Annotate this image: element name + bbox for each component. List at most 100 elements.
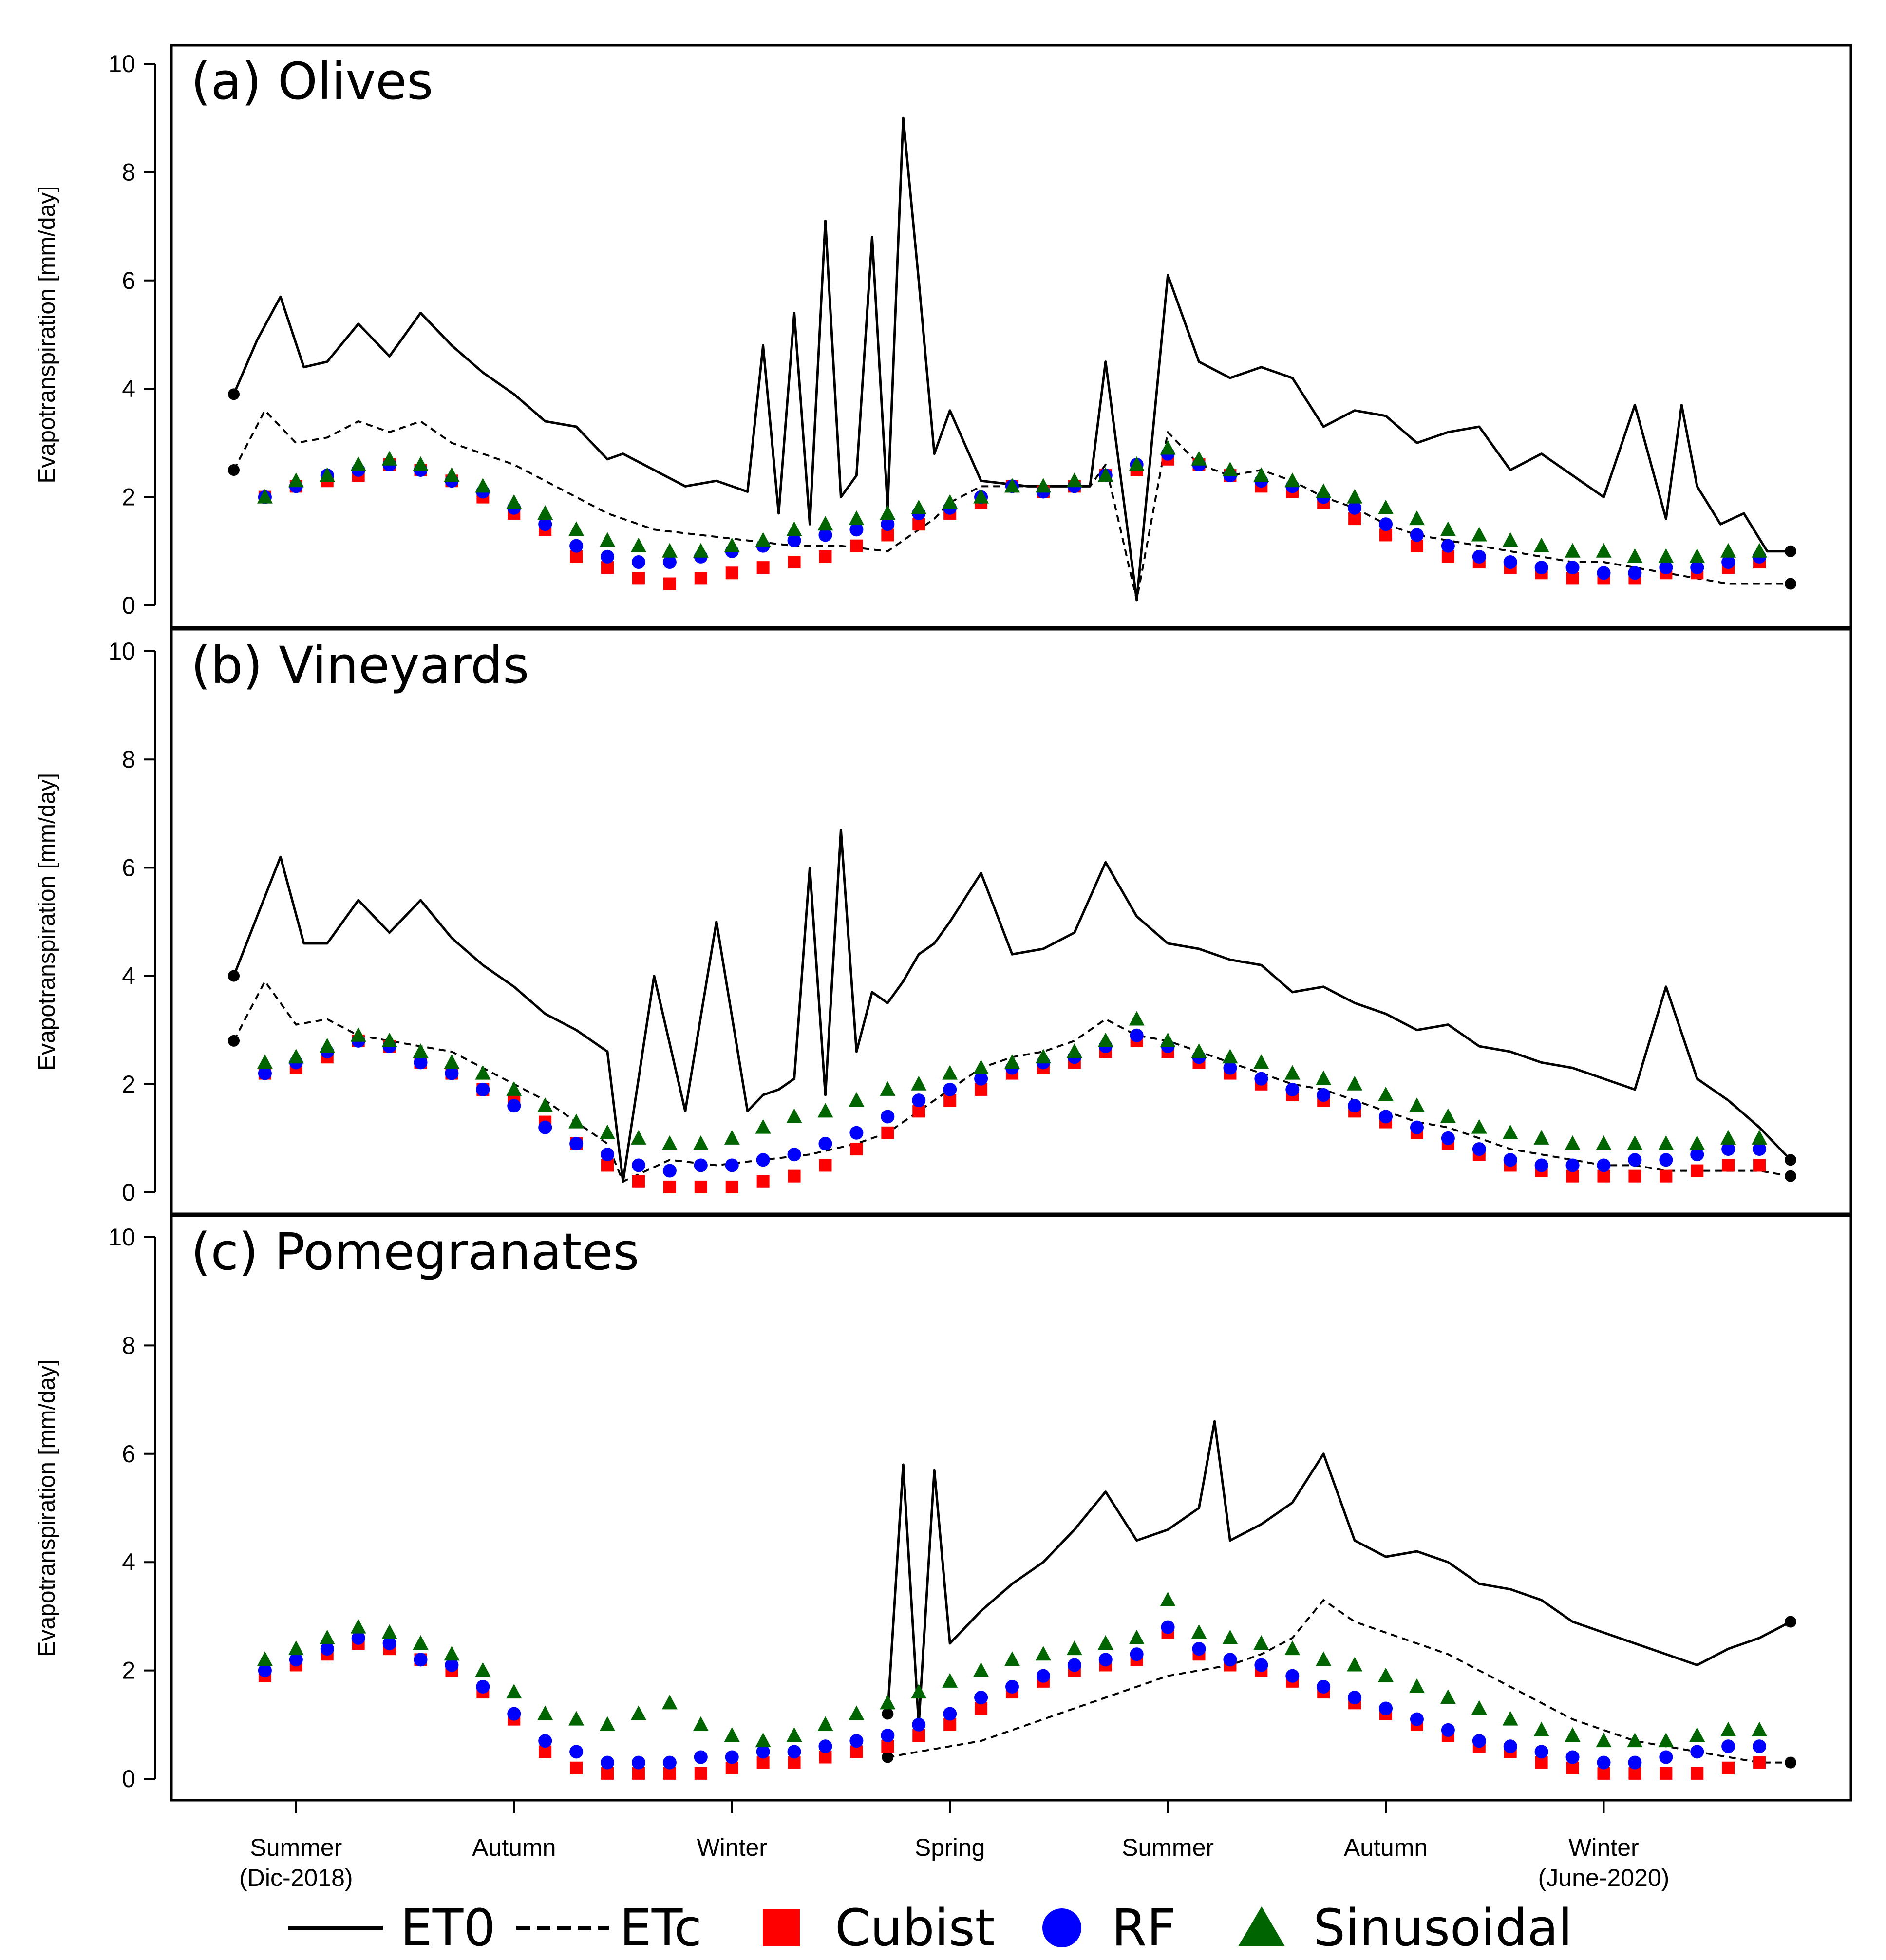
- panel-title: (a) Olives: [191, 52, 433, 111]
- rf-point: [1223, 1061, 1237, 1075]
- rf-point: [1472, 1734, 1486, 1748]
- rf-point: [1005, 1679, 1019, 1694]
- sinusoidal-point: [537, 505, 553, 520]
- rf-point: [445, 1066, 459, 1080]
- sinusoidal-point: [600, 1124, 616, 1139]
- sinusoidal-point: [1471, 527, 1487, 542]
- rf-point: [1067, 1658, 1081, 1672]
- sinusoidal-point: [942, 1673, 958, 1688]
- sinusoidal-point: [1222, 1629, 1238, 1644]
- x-axis: Summer (Dic-2018) Autumn Winter Spring Summer…: [239, 1799, 1669, 1891]
- rf-point: [1503, 1153, 1517, 1167]
- rf-point: [445, 1658, 459, 1672]
- rf-point: [662, 555, 677, 569]
- rf-point: [818, 1739, 832, 1753]
- sinusoidal-point: [537, 1097, 553, 1112]
- sinusoidal-point: [973, 1662, 989, 1677]
- cubist-point: [1722, 1761, 1735, 1774]
- cubist-point: [725, 1180, 738, 1193]
- sinusoidal-point: [1097, 1032, 1113, 1047]
- sinusoidal-point: [1502, 1124, 1518, 1139]
- rf-point: [694, 1158, 708, 1172]
- cubist-point: [694, 1767, 707, 1780]
- et0-line: [232, 116, 1791, 602]
- y-tick-label: 2: [122, 1657, 135, 1684]
- sinusoidal-point: [849, 1092, 865, 1107]
- et0-endpoint: [1785, 1154, 1796, 1166]
- cubist-point: [663, 1180, 676, 1193]
- etc-line: [887, 1599, 1791, 1764]
- rf-point: [631, 1158, 645, 1172]
- cubist-point: [725, 566, 738, 580]
- rf-point: [538, 1734, 552, 1748]
- sinusoidal-point: [1191, 1624, 1207, 1639]
- sinusoidal-point: [288, 472, 304, 488]
- rf-point: [1317, 1679, 1331, 1694]
- sinusoidal-point: [319, 467, 335, 482]
- sinusoidal-point: [693, 543, 709, 558]
- sinusoidal-point: [1596, 1733, 1612, 1748]
- sinusoidal-point: [1253, 467, 1269, 482]
- panel-title: (b) Vineyards: [191, 636, 529, 695]
- sinusoidal-point: [1409, 1678, 1425, 1693]
- etc-endpoint: [1785, 1170, 1796, 1182]
- rf-point: [601, 1148, 615, 1162]
- sinusoidal-point: [1253, 1635, 1269, 1650]
- sinusoidal-point: [630, 537, 646, 552]
- rf-point: [1130, 1028, 1144, 1042]
- sinusoidal-point: [724, 1727, 740, 1742]
- sinusoidal-point: [1720, 1130, 1736, 1145]
- legend-label-etc: ETc: [620, 1898, 702, 1958]
- sinusoidal-point: [381, 1624, 397, 1639]
- sinusoidal-point: [1409, 510, 1425, 526]
- sinusoidal-point: [1378, 1087, 1394, 1102]
- legend-label-cubist: Cubist: [835, 1898, 995, 1958]
- sinusoidal-point: [1035, 478, 1051, 493]
- cubist-point: [632, 1175, 645, 1188]
- rf-point: [1503, 555, 1517, 569]
- panel-1: (a) Olives 0 2 4 6 8 10 Evapotranspiration [mm/…: [34, 44, 1852, 629]
- rf-point: [1721, 1739, 1735, 1753]
- sinusoidal-point: [1627, 548, 1643, 563]
- et0-endpoint: [228, 388, 240, 400]
- cubist-point: [1753, 1159, 1766, 1172]
- cubist-point: [881, 1126, 894, 1139]
- sinusoidal-point: [880, 505, 896, 520]
- cubist-point: [819, 1159, 832, 1172]
- y-tick-label: 10: [108, 638, 135, 665]
- rf-point: [1565, 1750, 1580, 1764]
- rf-point: [1690, 561, 1704, 575]
- sinusoidal-point: [1689, 548, 1705, 563]
- rf-point: [1472, 1142, 1486, 1156]
- sinusoidal-point: [1097, 467, 1113, 482]
- sinusoidal-point: [350, 456, 366, 471]
- sinusoidal-point: [1316, 483, 1332, 498]
- rf-point: [1753, 1739, 1767, 1753]
- rf-point: [943, 1082, 957, 1096]
- sinusoidal-point: [1004, 478, 1020, 493]
- rf-point: [631, 1755, 645, 1770]
- cubist-point: [694, 572, 707, 585]
- rf-point: [1628, 566, 1642, 580]
- rf-point: [1379, 1701, 1393, 1715]
- sinusoidal-point: [1752, 1721, 1768, 1736]
- rf-point: [1690, 1148, 1704, 1162]
- sinusoidal-point: [817, 516, 833, 531]
- rf-point: [1659, 561, 1673, 575]
- et0-endpoint: [882, 1708, 894, 1720]
- sinusoidal-point: [1160, 1032, 1176, 1047]
- cubist-point: [1628, 1169, 1641, 1183]
- rf-point: [1721, 555, 1735, 569]
- sinusoidal-point: [1752, 543, 1768, 558]
- rf-point: [1223, 1653, 1237, 1667]
- rf-point: [601, 1755, 615, 1770]
- sinusoidal-point: [1191, 451, 1207, 466]
- rf-point: [1597, 1755, 1611, 1770]
- et0-line: [232, 829, 1792, 1183]
- rf-point: [787, 1148, 801, 1162]
- rf-point: [631, 555, 645, 569]
- rf-point: [382, 1637, 396, 1650]
- sinusoidal-point: [817, 1103, 833, 1118]
- etc-endpoint: [1785, 578, 1796, 590]
